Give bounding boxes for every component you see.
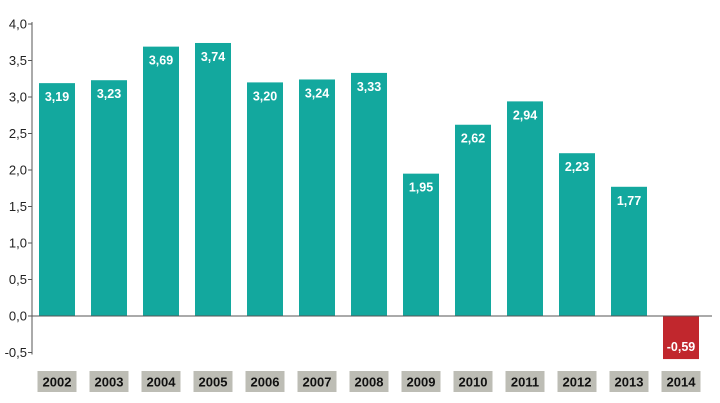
- value-label-2006: 3,20: [253, 89, 277, 103]
- year-box-2014: [661, 371, 701, 392]
- year-label-2004: 2004: [147, 375, 177, 390]
- value-labels: 3,19 3,23 3,69 3,74 3,20 3,24 3,33 1,95 2,62 2,94…: [45, 50, 695, 354]
- y-tick-label: 1,5: [9, 199, 27, 214]
- value-label-2011: 2,94: [513, 108, 537, 122]
- year-label-2011: 2011: [511, 375, 539, 390]
- bar-2012: [559, 153, 595, 316]
- gridlines: [28, 22, 33, 355]
- bar-2010: [455, 124, 491, 317]
- bar-2014: [663, 316, 699, 360]
- value-label-2005: 3,74: [201, 50, 225, 64]
- year-box-2009: [401, 371, 441, 392]
- y-tick-label: 0,5: [9, 272, 27, 287]
- value-label-2014: -0,59: [667, 340, 696, 354]
- value-label-2013: 1,77: [617, 194, 641, 208]
- year-box-2013: [609, 371, 649, 392]
- year-label-2012: 2012: [563, 375, 592, 390]
- year-label-2002: 2002: [43, 375, 72, 390]
- year-label-2003: 2003: [95, 375, 124, 390]
- bar-2011: [507, 101, 543, 316]
- y-tick-label: 0,0: [9, 309, 27, 324]
- bars: [39, 42, 699, 360]
- x-axis-year-labels: 2002 2003 2004 2005 2006 2007 2008 2009 2010 2011…: [37, 371, 701, 392]
- year-label-2008: 2008: [355, 375, 384, 390]
- year-box-2010: [453, 371, 493, 392]
- bar-2004: [143, 46, 179, 316]
- y-tick-label: 1,0: [9, 236, 27, 251]
- year-box-2003: [89, 371, 129, 392]
- bar-2003: [91, 80, 127, 317]
- value-label-2010: 2,62: [461, 132, 485, 146]
- year-label-2014: 2014: [667, 375, 697, 390]
- value-label-2004: 3,69: [149, 54, 173, 68]
- bar-2009: [403, 173, 439, 316]
- bar-2002: [39, 83, 75, 316]
- bar-2008: [351, 72, 387, 316]
- bar-2005: [195, 42, 231, 316]
- year-label-2006: 2006: [251, 375, 280, 390]
- value-label-2009: 1,95: [409, 181, 433, 195]
- y-tick-label: 3,5: [9, 53, 27, 68]
- year-label-2010: 2010: [459, 375, 488, 390]
- year-label-2005: 2005: [199, 375, 228, 390]
- year-box-2011: [505, 371, 545, 392]
- year-box-2007: [297, 371, 337, 392]
- value-label-2002: 3,19: [45, 90, 69, 104]
- year-box-2012: [557, 371, 597, 392]
- y-tick-label: -0,5: [5, 345, 27, 360]
- value-label-2007: 3,24: [305, 86, 329, 100]
- y-tick-label: 4,0: [9, 17, 27, 32]
- bar-2007: [299, 79, 335, 316]
- year-label-2013: 2013: [615, 375, 644, 390]
- value-label-2012: 2,23: [565, 160, 589, 174]
- year-label-2009: 2009: [407, 375, 436, 390]
- y-tick-label: 2,0: [9, 163, 27, 178]
- y-axis-ticks: 4,0 3,5 3,0 2,5 2,0 1,5 1,0 0,5 0,0 -0,5: [5, 17, 27, 361]
- year-box-2008: [349, 371, 389, 392]
- year-box-2002: [37, 371, 77, 392]
- value-label-2003: 3,23: [97, 87, 121, 101]
- bar-2013: [611, 186, 647, 316]
- bar-2006: [247, 82, 283, 317]
- y-tick-label: 3,0: [9, 90, 27, 105]
- year-box-2004: [141, 371, 181, 392]
- year-label-2007: 2007: [303, 375, 332, 390]
- value-label-2008: 3,33: [357, 80, 381, 94]
- year-box-2005: [193, 371, 233, 392]
- year-box-2006: [245, 371, 285, 392]
- y-tick-label: 2,5: [9, 126, 27, 141]
